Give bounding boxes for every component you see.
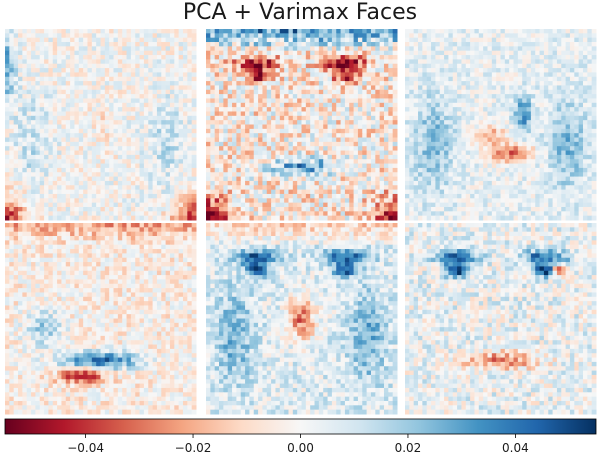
colorbar: −0.04 −0.02 0.00 0.02 0.04 xyxy=(4,418,597,455)
face-panel-4 xyxy=(5,223,197,415)
colorbar-tick-label: −0.02 xyxy=(175,441,212,455)
colorbar-tick-label: 0.02 xyxy=(395,441,422,455)
face-panel-3 xyxy=(405,29,597,221)
face-panel-5 xyxy=(206,223,398,415)
chart-title: PCA + Varimax Faces xyxy=(182,0,418,25)
colorbar-ticks: −0.04 −0.02 0.00 0.02 0.04 xyxy=(67,434,529,455)
face-panel-2 xyxy=(206,29,398,221)
face-panel-6 xyxy=(405,223,597,415)
colorbar-gradient xyxy=(4,418,597,435)
colorbar-tick-label: −0.04 xyxy=(67,441,104,455)
colorbar-tick-label: 0.00 xyxy=(287,441,314,455)
face-panel-1 xyxy=(5,29,197,221)
face-panels xyxy=(5,29,597,415)
colorbar-tick-label: 0.04 xyxy=(502,441,529,455)
